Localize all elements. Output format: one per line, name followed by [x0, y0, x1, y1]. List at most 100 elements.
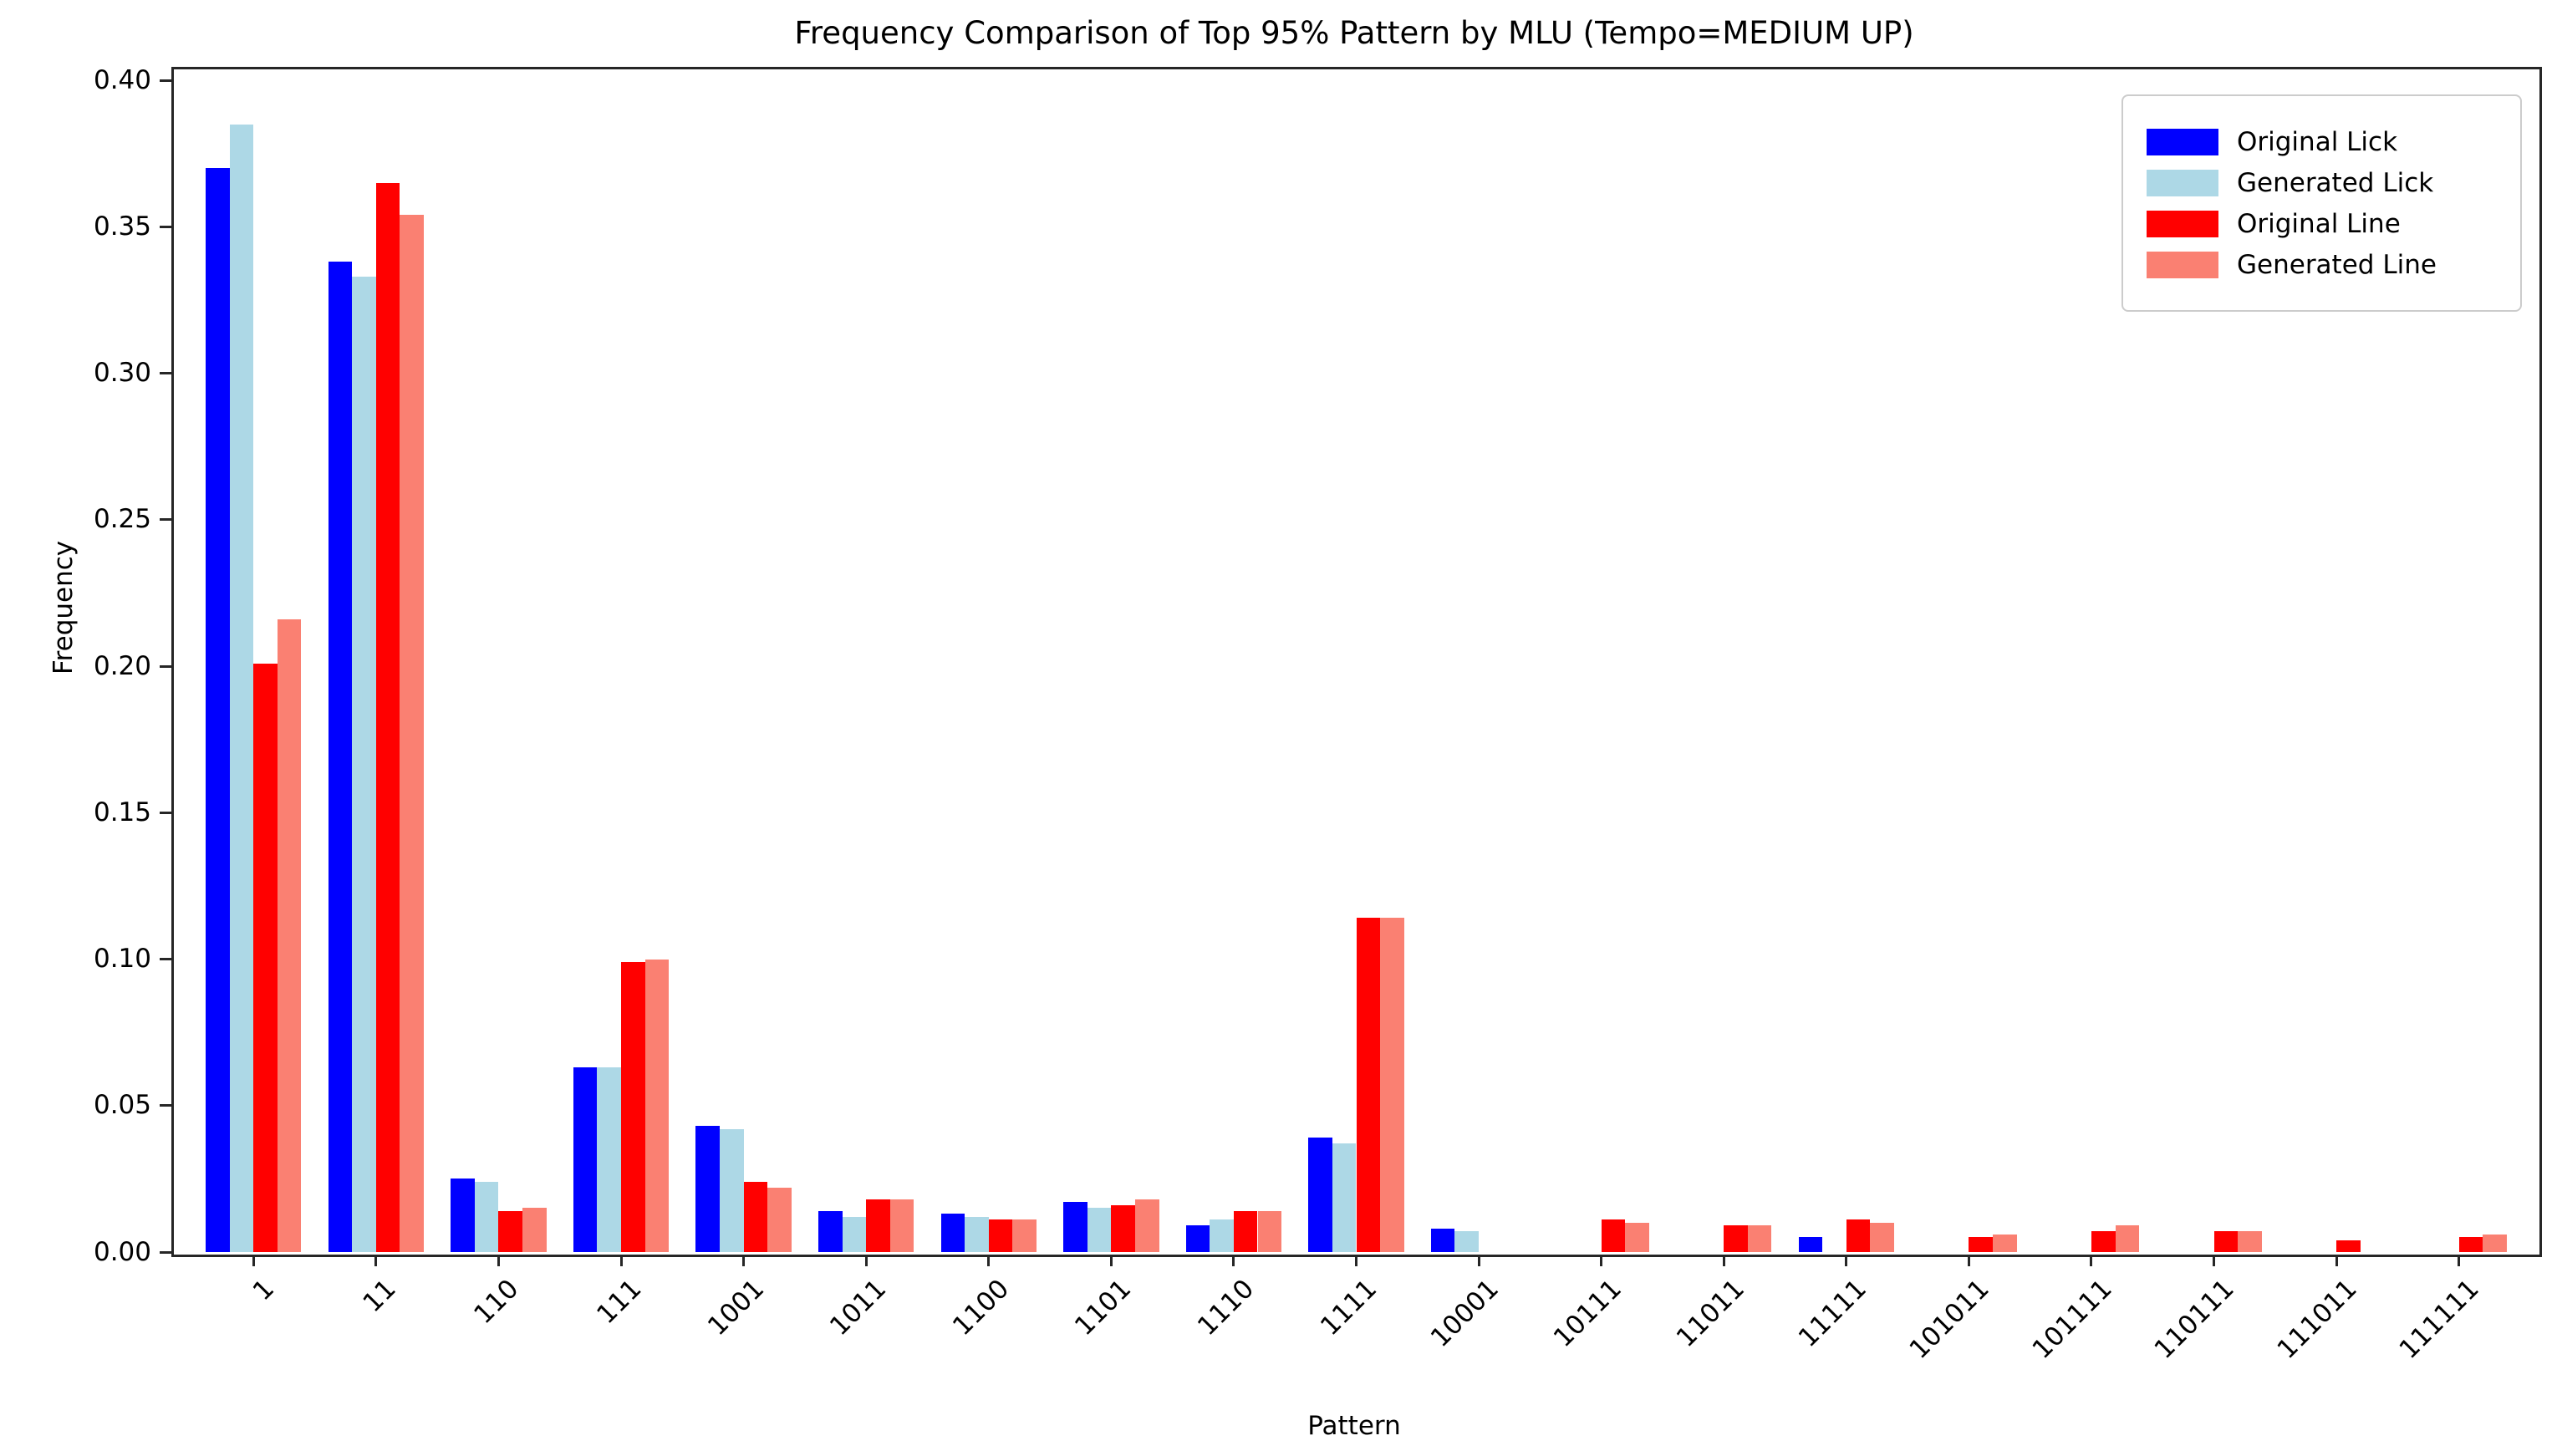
- x-tick-label: 101111: [2026, 1273, 2118, 1366]
- bar-generated-lick-111: [597, 1067, 622, 1252]
- legend-item: Original Lick: [2147, 127, 2520, 157]
- y-tick-mark: [160, 79, 171, 82]
- y-tick-label: 0.35: [93, 211, 151, 242]
- y-tick-mark: [160, 372, 171, 375]
- bar-generated-line-111111: [2483, 1234, 2507, 1252]
- x-axis-label: Pattern: [1307, 1411, 1401, 1441]
- x-tick-label: 1110: [1192, 1273, 1261, 1342]
- legend-swatch-original-lick: [2147, 128, 2218, 155]
- bar-original-line-10111: [1601, 1219, 1626, 1252]
- x-tick-mark: [252, 1255, 255, 1266]
- bar-original-lick-11111: [1798, 1237, 1823, 1252]
- bar-generated-lick-1001: [720, 1128, 744, 1252]
- bar-original-lick-1100: [940, 1214, 965, 1252]
- x-tick-label: 10001: [1425, 1273, 1505, 1354]
- y-tick-label: 0.00: [93, 1236, 151, 1267]
- y-tick-mark: [160, 1250, 171, 1254]
- legend-item: Generated Line: [2147, 250, 2520, 280]
- x-tick-mark: [2213, 1255, 2216, 1266]
- y-tick-mark: [160, 1104, 171, 1107]
- x-tick-mark: [1722, 1255, 1725, 1266]
- bar-original-line-111: [621, 962, 645, 1252]
- bar-original-line-11111: [1846, 1219, 1871, 1252]
- legend-item: Original Line: [2147, 209, 2520, 239]
- y-tick-label: 0.10: [93, 944, 151, 975]
- x-tick-label: 1: [247, 1273, 280, 1307]
- x-tick-mark: [1477, 1255, 1480, 1266]
- bar-generated-line-1011: [889, 1199, 914, 1252]
- x-tick-label: 1001: [701, 1273, 770, 1342]
- x-tick-label: 111: [591, 1273, 648, 1331]
- x-tick-label: 11111: [1792, 1273, 1873, 1354]
- bar-generated-line-1: [277, 619, 302, 1252]
- legend-label: Generated Lick: [2237, 167, 2434, 198]
- x-tick-label: 1011: [824, 1273, 893, 1342]
- y-tick-mark: [160, 664, 171, 668]
- bar-generated-line-101111: [2115, 1225, 2140, 1252]
- legend-swatch-generated-line: [2147, 251, 2218, 278]
- bar-generated-lick-11: [352, 276, 376, 1252]
- bar-generated-line-11011: [1747, 1225, 1772, 1252]
- bar-original-line-1: [253, 663, 278, 1252]
- bar-original-line-110: [498, 1210, 523, 1252]
- bar-original-lick-1111: [1308, 1138, 1332, 1252]
- x-tick-label: 111011: [2271, 1273, 2363, 1366]
- bar-original-line-110111: [2213, 1231, 2239, 1252]
- bar-generated-line-11111: [1870, 1222, 1894, 1252]
- bar-original-line-1111: [1356, 918, 1381, 1252]
- x-tick-label: 110111: [2148, 1273, 2240, 1366]
- y-tick-mark: [160, 225, 171, 228]
- x-tick-mark: [374, 1255, 378, 1266]
- bar-original-lick-1001: [695, 1126, 721, 1252]
- legend: Original Lick Generated Lick Original Li…: [2121, 94, 2522, 312]
- bar-generated-line-1100: [1012, 1219, 1037, 1252]
- y-tick-label: 0.05: [93, 1090, 151, 1121]
- x-tick-mark: [1355, 1255, 1357, 1266]
- bar-generated-lick-1111: [1332, 1143, 1357, 1252]
- y-tick-label: 0.40: [93, 64, 151, 95]
- bar-original-lick-10001: [1430, 1228, 1455, 1252]
- x-tick-label: 10111: [1547, 1273, 1628, 1354]
- x-tick-mark: [619, 1255, 623, 1266]
- bar-generated-line-110111: [2238, 1231, 2262, 1252]
- bar-original-line-101111: [2091, 1231, 2116, 1252]
- x-tick-mark: [1845, 1255, 1848, 1266]
- bar-generated-lick-1110: [1210, 1219, 1234, 1252]
- bar-original-lick-1110: [1185, 1225, 1210, 1252]
- legend-swatch-original-line: [2147, 210, 2218, 237]
- bar-generated-line-1101: [1134, 1199, 1159, 1252]
- bar-original-line-1001: [743, 1181, 768, 1252]
- bar-generated-line-1111: [1380, 918, 1404, 1252]
- bar-original-lick-111: [573, 1067, 598, 1252]
- bar-generated-line-1001: [767, 1187, 792, 1252]
- x-tick-mark: [2335, 1255, 2338, 1266]
- bar-generated-lick-1100: [965, 1216, 989, 1252]
- y-tick-mark: [160, 811, 171, 814]
- bar-original-line-101011: [1969, 1237, 1993, 1252]
- bar-original-line-111011: [2336, 1240, 2361, 1252]
- bar-original-lick-1101: [1063, 1202, 1087, 1252]
- x-tick-mark: [987, 1255, 991, 1266]
- bar-generated-line-101011: [1992, 1234, 2017, 1252]
- x-tick-mark: [1109, 1255, 1113, 1266]
- chart-title: Frequency Comparison of Top 95% Pattern …: [794, 15, 1914, 51]
- y-tick-label: 0.25: [93, 504, 151, 535]
- bar-original-lick-110: [451, 1179, 475, 1252]
- y-tick-mark: [160, 518, 171, 522]
- x-tick-label: 11011: [1670, 1273, 1750, 1354]
- x-tick-label: 11: [357, 1273, 403, 1319]
- x-tick-label: 110: [468, 1273, 525, 1331]
- bar-generated-line-110: [522, 1208, 547, 1252]
- legend-swatch-generated-lick: [2147, 169, 2218, 196]
- bar-generated-lick-1: [229, 124, 254, 1252]
- legend-item: Generated Lick: [2147, 168, 2520, 198]
- bar-original-line-1100: [988, 1219, 1013, 1252]
- bar-original-line-1110: [1233, 1210, 1258, 1252]
- bar-original-line-1101: [1111, 1204, 1135, 1252]
- x-tick-mark: [1232, 1255, 1235, 1266]
- bar-original-line-111111: [2458, 1237, 2483, 1252]
- x-tick-label: 1100: [946, 1273, 1016, 1342]
- x-tick-mark: [497, 1255, 500, 1266]
- x-tick-mark: [1967, 1255, 1970, 1266]
